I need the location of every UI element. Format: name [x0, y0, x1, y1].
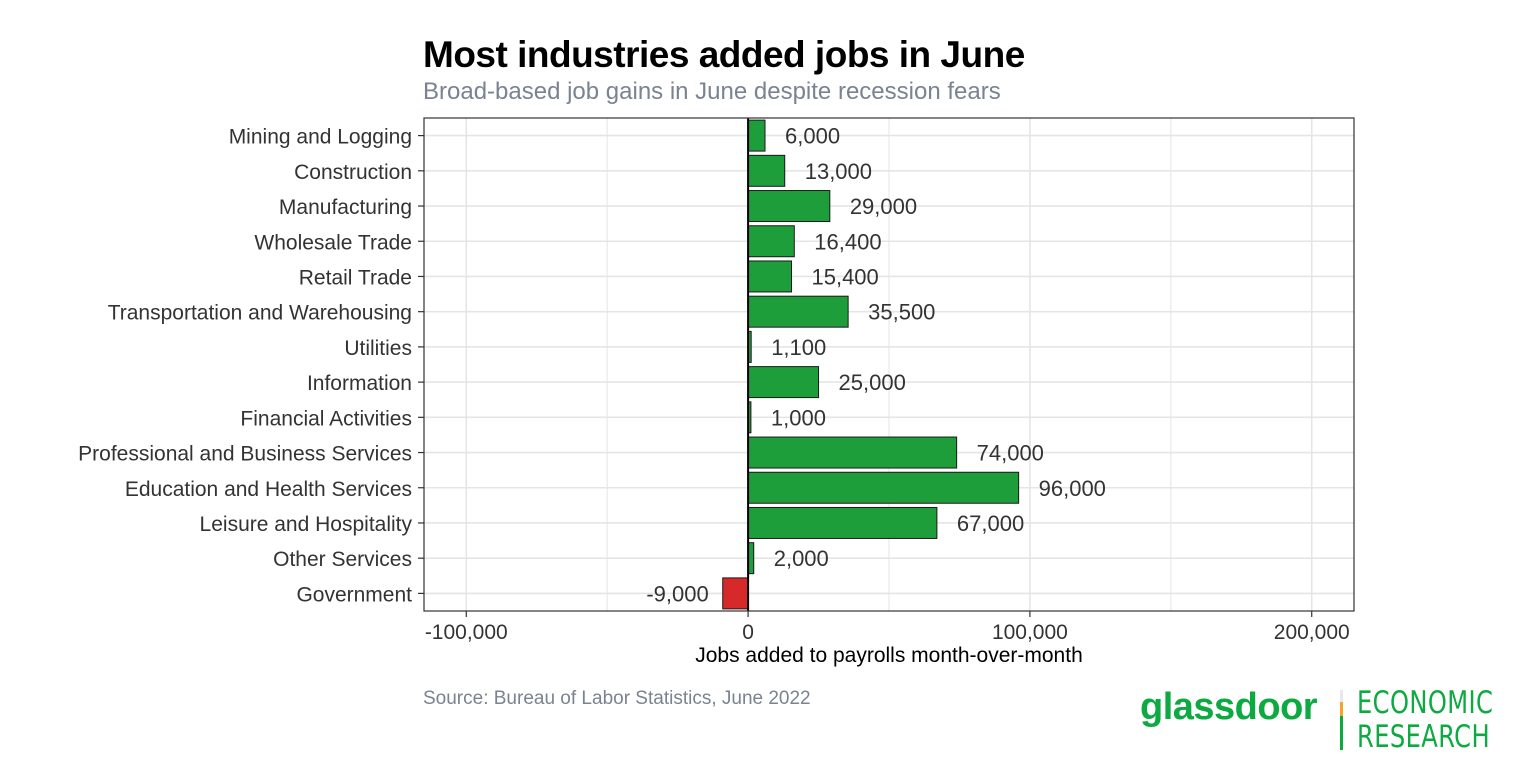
category-label: Government	[296, 583, 412, 606]
data-label: 16,400	[814, 229, 881, 254]
x-axis-title: Jobs added to payrolls month-over-month	[695, 644, 1083, 667]
x-tick-label: 200,000	[1274, 621, 1350, 644]
data-label: 96,000	[1039, 476, 1106, 501]
logo-divider	[1340, 690, 1343, 750]
category-label: Other Services	[273, 548, 412, 571]
category-label: Professional and Business Services	[78, 443, 412, 466]
source-note: Source: Bureau of Labor Statistics, June…	[423, 688, 811, 709]
chart-title: Most industries added jobs in June	[423, 34, 1025, 75]
bar-leisure-and-hospitality	[747, 506, 938, 539]
bar-wholesale-trade	[747, 225, 795, 258]
bar-education-and-health-services	[747, 471, 1020, 504]
data-label: 74,000	[977, 441, 1044, 466]
plot-border	[423, 117, 1355, 612]
bar-transportation-and-warehousing	[747, 295, 849, 328]
category-label: Manufacturing	[279, 196, 412, 219]
category-label: Construction	[294, 161, 412, 184]
chart-subtitle: Broad-based job gains in June despite re…	[423, 78, 1001, 105]
category-label: Mining and Logging	[229, 126, 412, 149]
logo-line-economic: ECONOMIC	[1357, 685, 1494, 721]
data-label: 25,000	[839, 370, 906, 395]
category-label: Education and Health Services	[125, 478, 412, 501]
bar-information	[747, 366, 820, 399]
x-tick-label: -100,000	[425, 621, 508, 644]
logo-line-research: RESEARCH	[1357, 719, 1491, 755]
data-label: 6,000	[785, 124, 840, 149]
category-label: Transportation and Warehousing	[108, 302, 412, 325]
data-label: 15,400	[811, 264, 878, 289]
data-label: 35,500	[868, 300, 935, 325]
bar-manufacturing	[747, 190, 831, 223]
bar-construction	[747, 154, 786, 187]
category-label: Leisure and Hospitality	[200, 513, 413, 536]
data-label: 13,000	[805, 159, 872, 184]
logo-wordmark: glassdoor	[1140, 686, 1318, 728]
data-label: 29,000	[850, 194, 917, 219]
bar-retail-trade	[747, 260, 792, 293]
x-tick-label: 100,000	[992, 621, 1068, 644]
bar-professional-and-business-services	[747, 436, 958, 469]
logo-subtitle: ECONOMIC RESEARCH	[1357, 686, 1493, 754]
category-label: Utilities	[344, 337, 412, 360]
category-label: Financial Activities	[240, 407, 412, 430]
x-tick-label: 0	[742, 621, 754, 644]
data-label: 1,100	[771, 335, 826, 360]
bar-mining-and-logging	[747, 119, 766, 152]
data-label: -9,000	[646, 581, 708, 606]
bar-government	[722, 577, 749, 610]
data-label: 67,000	[957, 511, 1024, 536]
data-label: 1,000	[771, 405, 826, 430]
data-label: 2,000	[774, 546, 829, 571]
category-label: Retail Trade	[299, 266, 412, 289]
category-label: Information	[307, 372, 412, 395]
category-label: Wholesale Trade	[254, 231, 412, 254]
